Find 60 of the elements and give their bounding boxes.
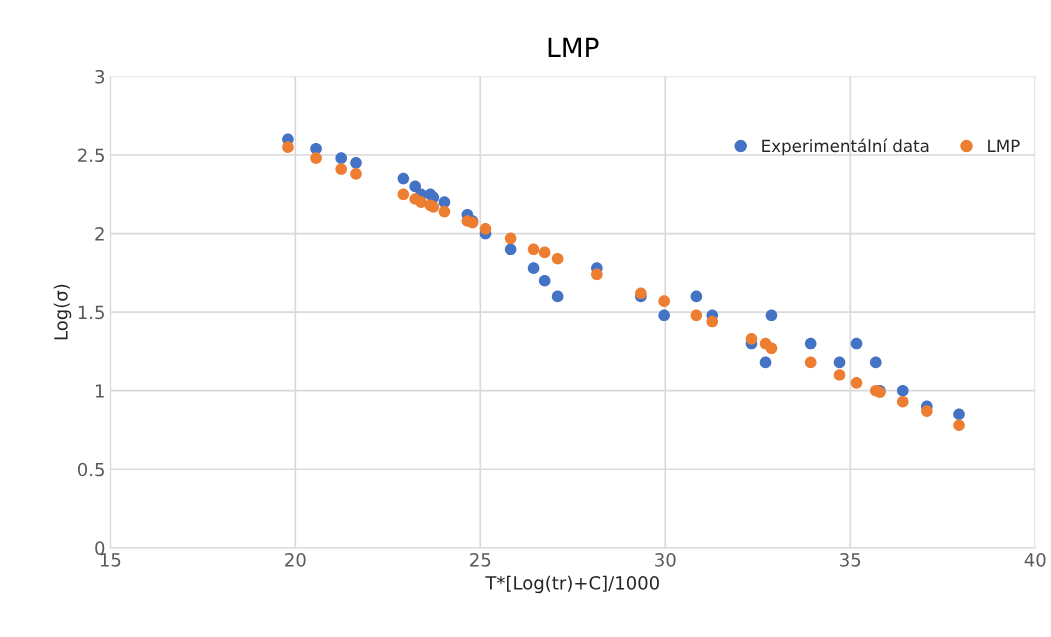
point (690, 290, 703, 303)
point (953, 408, 965, 421)
point (527, 243, 540, 256)
point (765, 309, 778, 322)
point (896, 384, 909, 397)
point (591, 268, 603, 281)
point (504, 232, 517, 245)
point (282, 141, 294, 153)
legend-label: LMP (988, 139, 1020, 152)
point (745, 333, 758, 345)
point (310, 152, 322, 164)
point (415, 196, 427, 208)
point (527, 262, 540, 274)
point (804, 337, 817, 350)
point (538, 246, 551, 259)
x-axis-title: T*[Log(tr)+C]/1000 (485, 575, 659, 594)
y-tick-label: 2.5 (78, 148, 104, 163)
point (804, 356, 817, 369)
point (658, 295, 670, 307)
point (850, 337, 863, 350)
chart-title: LMP (548, 37, 599, 57)
point (658, 309, 670, 322)
point (706, 315, 719, 328)
y-tick-label: 1.5 (78, 305, 104, 320)
point (504, 243, 517, 256)
x-tick-label: 35 (840, 553, 861, 567)
point (953, 419, 965, 432)
point (896, 395, 909, 408)
point (335, 163, 348, 175)
point (921, 405, 933, 417)
point (350, 168, 362, 180)
x-tick-label: 20 (285, 553, 306, 567)
point (833, 356, 846, 369)
point (833, 369, 846, 381)
point (551, 290, 564, 303)
point (759, 356, 772, 369)
y-tick-label: 2 (95, 227, 104, 241)
y-tick-label: 3 (95, 69, 105, 84)
y-tick-label: 0 (95, 541, 105, 555)
point (397, 172, 410, 185)
point (690, 309, 703, 322)
point (869, 356, 882, 369)
point (335, 152, 348, 164)
point (350, 157, 362, 169)
point (409, 180, 422, 193)
point (765, 342, 778, 355)
point (551, 252, 564, 265)
y-tick-label: 0.5 (77, 462, 104, 477)
x-tick-label: 25 (470, 553, 491, 567)
x-tick-label: 40 (1024, 553, 1046, 567)
point (479, 223, 492, 235)
point (850, 377, 863, 389)
x-tick-label: 15 (100, 553, 121, 567)
point (538, 274, 551, 287)
x-tick-label: 30 (655, 553, 676, 567)
y-tick-label: 1 (95, 384, 104, 398)
legend-label: Experimentální data (762, 138, 929, 156)
point (438, 205, 451, 218)
point (397, 188, 410, 201)
y-axis-title: Log(σ) (53, 284, 72, 340)
